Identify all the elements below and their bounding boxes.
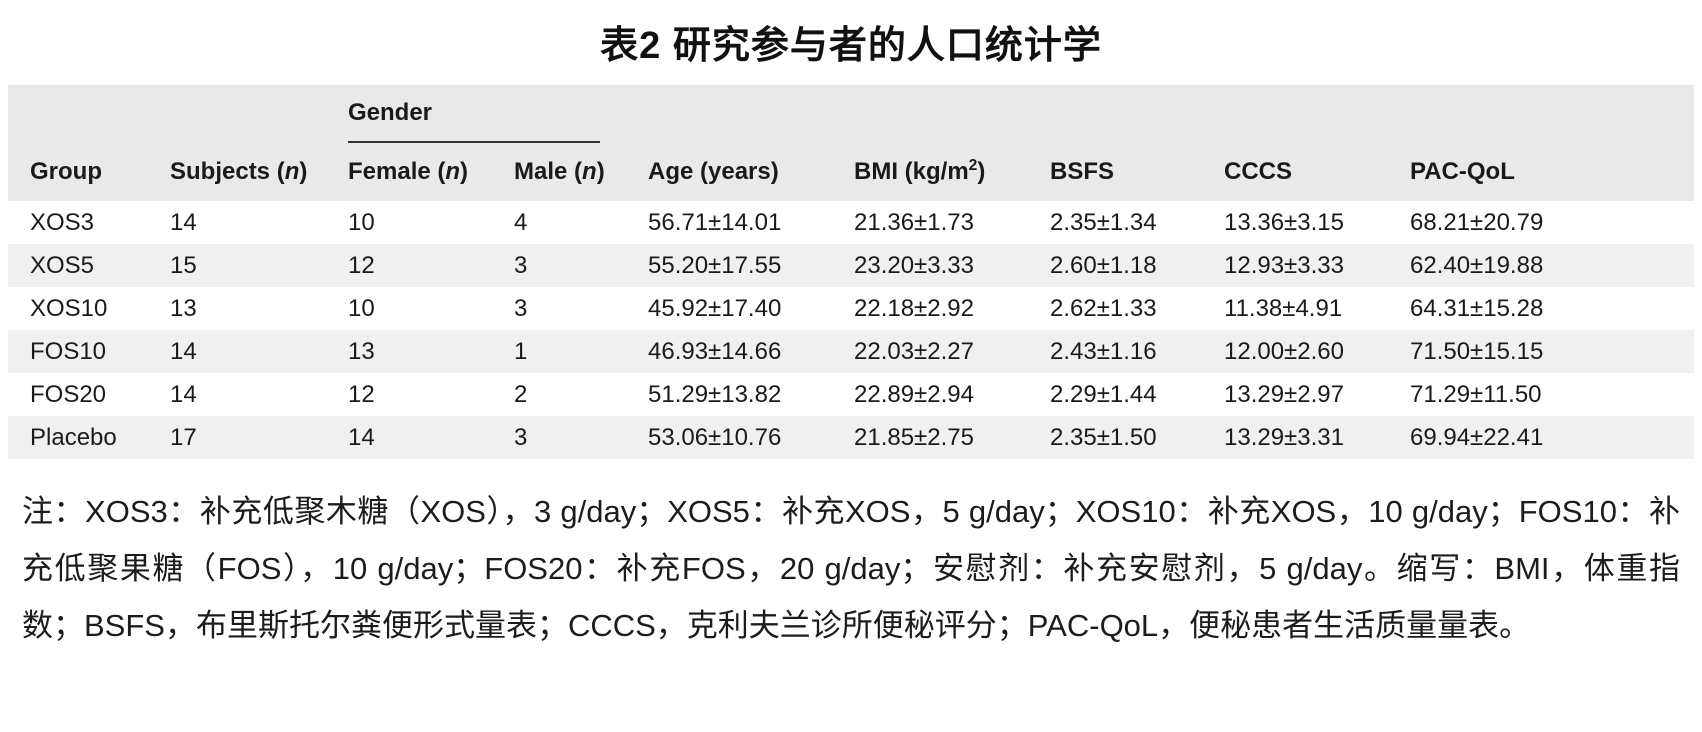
empty-header-cell bbox=[148, 85, 326, 143]
column-header: BSFS bbox=[1050, 158, 1115, 185]
table-cell: 12.00±2.60 bbox=[1224, 337, 1344, 365]
table-cell: 12 bbox=[348, 251, 375, 279]
table-row: XOS5 15 12 3 55.20±17.55 23.20±3.33 2.60±1.18 1… bbox=[8, 244, 1694, 287]
column-header: Male (n) bbox=[514, 158, 605, 185]
column-header: Group bbox=[30, 158, 102, 185]
table-cell: 51.29±13.82 bbox=[648, 380, 782, 408]
table-cell: 13 bbox=[348, 337, 375, 365]
table-footnote: 注：XOS3：补充低聚木糖（XOS），3 g/day；XOS5：补充XOS，5 … bbox=[22, 494, 1680, 643]
table-cell: 22.03±2.27 bbox=[854, 337, 974, 365]
table-cell: 12.93±3.33 bbox=[1224, 251, 1344, 279]
table-cell: 4 bbox=[514, 208, 528, 236]
row-group-label: XOS10 bbox=[30, 294, 108, 322]
table-cell: 14 bbox=[170, 208, 197, 236]
table-cell: 3 bbox=[514, 423, 528, 451]
table-cell: 3 bbox=[514, 294, 528, 322]
table-cell: 13 bbox=[170, 294, 197, 322]
table-cell: 10 bbox=[348, 208, 375, 236]
table-cell: 2.43±1.16 bbox=[1050, 337, 1157, 365]
table-cell: 21.85±2.75 bbox=[854, 423, 974, 451]
column-header: Age (years) bbox=[648, 158, 779, 185]
table-cell: 71.50±15.15 bbox=[1410, 337, 1544, 365]
demographics-table: Gender Group Subjects (n) Female (n) Male (… bbox=[8, 85, 1694, 459]
empty-header-cell bbox=[8, 85, 148, 143]
table-cell: 53.06±10.76 bbox=[648, 423, 782, 451]
table-cell: 14 bbox=[170, 337, 197, 365]
column-header: Subjects (n) bbox=[170, 158, 308, 185]
table-row: FOS20 14 12 2 51.29±13.82 22.89±2.94 2.29±1.44… bbox=[8, 373, 1694, 416]
table-cell: 22.89±2.94 bbox=[854, 380, 974, 408]
table-cell: 11.38±4.91 bbox=[1224, 294, 1343, 322]
table-cell: 1 bbox=[514, 337, 528, 365]
table-cell: 68.21±20.79 bbox=[1410, 208, 1544, 236]
table-cell: 14 bbox=[348, 423, 375, 451]
table-cell: 17 bbox=[170, 423, 197, 451]
table-row: XOS10 13 10 3 45.92±17.40 22.18±2.92 2.62±1.33… bbox=[8, 287, 1694, 330]
table-cell: 21.36±1.73 bbox=[854, 208, 974, 236]
table-cell: 56.71±14.01 bbox=[648, 208, 782, 236]
column-header: CCCS bbox=[1224, 158, 1293, 185]
gender-group-label: Gender bbox=[348, 99, 600, 143]
column-header: PAC-QoL bbox=[1410, 158, 1515, 185]
column-header: Female (n) bbox=[348, 158, 469, 185]
table-row: Placebo 17 14 3 53.06±10.76 21.85±2.75 2.35±1.… bbox=[8, 416, 1694, 459]
table-cell: 2.62±1.33 bbox=[1050, 294, 1157, 322]
table-cell: 14 bbox=[170, 380, 197, 408]
table-cell: 22.18±2.92 bbox=[854, 294, 974, 322]
row-group-label: FOS10 bbox=[30, 337, 107, 365]
gender-header-row: Gender bbox=[8, 85, 1694, 143]
row-group-label: Placebo bbox=[30, 423, 117, 451]
row-group-label: XOS5 bbox=[30, 251, 95, 279]
table-title: 表2 研究参与者的人口统计学 bbox=[600, 25, 1102, 67]
table-cell: 12 bbox=[348, 380, 375, 408]
row-group-label: XOS3 bbox=[30, 208, 95, 236]
table-row: FOS10 14 13 1 46.93±14.66 22.03±2.27 2.43±1.16… bbox=[8, 330, 1694, 373]
table-cell: 2 bbox=[514, 380, 528, 408]
table-cell: 64.31±15.28 bbox=[1410, 294, 1544, 322]
table-cell: 62.40±19.88 bbox=[1410, 251, 1544, 279]
table-cell: 3 bbox=[514, 251, 528, 279]
gender-group-header: Gender bbox=[326, 85, 626, 143]
table-cell: 46.93±14.66 bbox=[648, 337, 782, 365]
table-cell: 45.92±17.40 bbox=[648, 294, 782, 322]
table-body: XOS3 14 10 4 56.71±14.01 21.36±1.73 2.35±1.34 1… bbox=[8, 201, 1694, 459]
row-group-label: FOS20 bbox=[30, 380, 107, 408]
table-cell: 13.36±3.15 bbox=[1224, 208, 1344, 236]
table-cell: 2.35±1.50 bbox=[1050, 423, 1157, 451]
table-cell: 2.60±1.18 bbox=[1050, 251, 1157, 279]
empty-header-cell bbox=[626, 85, 1694, 143]
table-header: Gender Group Subjects (n) Female (n) Male (… bbox=[8, 85, 1694, 201]
column-header: BMI (kg/m2) bbox=[854, 157, 986, 185]
table-row: XOS3 14 10 4 56.71±14.01 21.36±1.73 2.35±1.34 1… bbox=[8, 201, 1694, 244]
column-header-row: Group Subjects (n) Female (n) Male (n) Age (… bbox=[8, 143, 1694, 201]
table-cell: 55.20±17.55 bbox=[648, 251, 782, 279]
table-cell: 2.29±1.44 bbox=[1050, 380, 1157, 408]
table-cell: 23.20±3.33 bbox=[854, 251, 974, 279]
table-cell: 71.29±11.50 bbox=[1410, 380, 1542, 408]
table-cell: 10 bbox=[348, 294, 375, 322]
table-cell: 69.94±22.41 bbox=[1410, 423, 1544, 451]
table-cell: 13.29±3.31 bbox=[1224, 423, 1344, 451]
table-cell: 15 bbox=[170, 251, 197, 279]
table-cell: 13.29±2.97 bbox=[1224, 380, 1344, 408]
table-cell: 2.35±1.34 bbox=[1050, 208, 1157, 236]
